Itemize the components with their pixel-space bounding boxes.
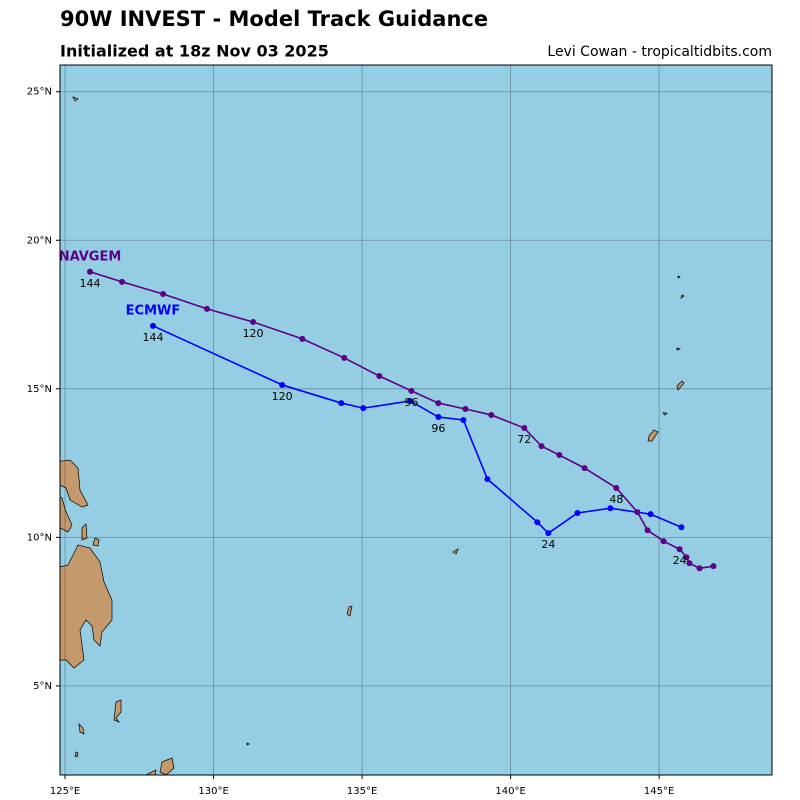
x-tick-label: 135°E	[347, 786, 377, 797]
track-point	[676, 546, 683, 553]
track-point	[338, 400, 345, 407]
track-point	[460, 417, 467, 423]
track-point	[408, 387, 415, 394]
hour-label: 96	[404, 396, 418, 409]
track-point	[613, 485, 620, 492]
hour-label: 96	[431, 422, 445, 435]
y-tick-label: 5°N	[33, 681, 52, 692]
track-point	[376, 373, 383, 380]
track-point	[119, 278, 126, 285]
track-point	[279, 381, 286, 388]
track-point	[149, 322, 156, 329]
track-point	[204, 305, 211, 312]
track-point	[634, 509, 641, 516]
track-point	[521, 425, 528, 432]
y-tick-label: 15°N	[27, 384, 52, 395]
hour-label: 72	[517, 433, 531, 446]
land	[60, 96, 685, 775]
track-point	[87, 268, 94, 275]
hour-label: 120	[243, 327, 264, 340]
track-point	[660, 538, 667, 545]
track-point	[407, 397, 414, 404]
track-point	[484, 476, 491, 483]
track-point	[647, 511, 654, 518]
hour-label: 24	[541, 538, 555, 551]
track-point	[607, 505, 614, 512]
track-point	[435, 414, 442, 421]
track-point	[435, 400, 442, 407]
y-tick-label: 10°N	[27, 532, 52, 543]
y-tick-label: 25°N	[27, 87, 52, 98]
track-point	[341, 354, 348, 361]
track-point	[534, 519, 541, 526]
track-point	[683, 554, 690, 561]
track-point	[574, 509, 581, 516]
x-tick-label: 140°E	[495, 786, 525, 797]
track-point	[299, 335, 306, 342]
grid	[60, 65, 772, 775]
track-point	[462, 406, 469, 413]
tracks: 24 96 120 144 ECMWF 24 48 72 96 120 144 NAVGEM	[59, 249, 717, 572]
track-point	[644, 527, 651, 534]
hour-label: 24	[673, 554, 687, 567]
track-point	[686, 560, 693, 567]
hour-label: 48	[609, 493, 623, 506]
x-tick-label: 130°E	[198, 786, 228, 797]
y-tick-label: 20°N	[27, 235, 52, 246]
track-point	[696, 565, 703, 572]
plot-frame	[59, 64, 773, 776]
track-point	[160, 291, 167, 298]
chart-title: 90W INVEST - Model Track Guidance	[60, 7, 488, 31]
track-point	[250, 318, 257, 325]
track-point	[556, 452, 563, 459]
model-name: ECMWF	[126, 303, 181, 318]
track-point	[538, 443, 545, 450]
hour-label: 120	[272, 390, 293, 403]
track-point	[678, 524, 685, 531]
track-point	[710, 563, 717, 570]
credit: Levi Cowan - tropicaltidbits.com	[547, 44, 772, 60]
track-point	[360, 405, 367, 412]
chart-subtitle: Initialized at 18z Nov 03 2025	[60, 42, 329, 61]
plot-background	[60, 65, 772, 775]
hour-label: 144	[142, 331, 163, 344]
track-point	[488, 411, 495, 418]
x-tick-label: 145°E	[644, 786, 674, 797]
track-line	[152, 325, 682, 535]
model-name: NAVGEM	[59, 249, 122, 264]
track-point	[581, 465, 588, 472]
x-tick-label: 125°E	[50, 786, 80, 797]
track-point	[545, 530, 552, 537]
hour-label: 144	[80, 277, 101, 290]
